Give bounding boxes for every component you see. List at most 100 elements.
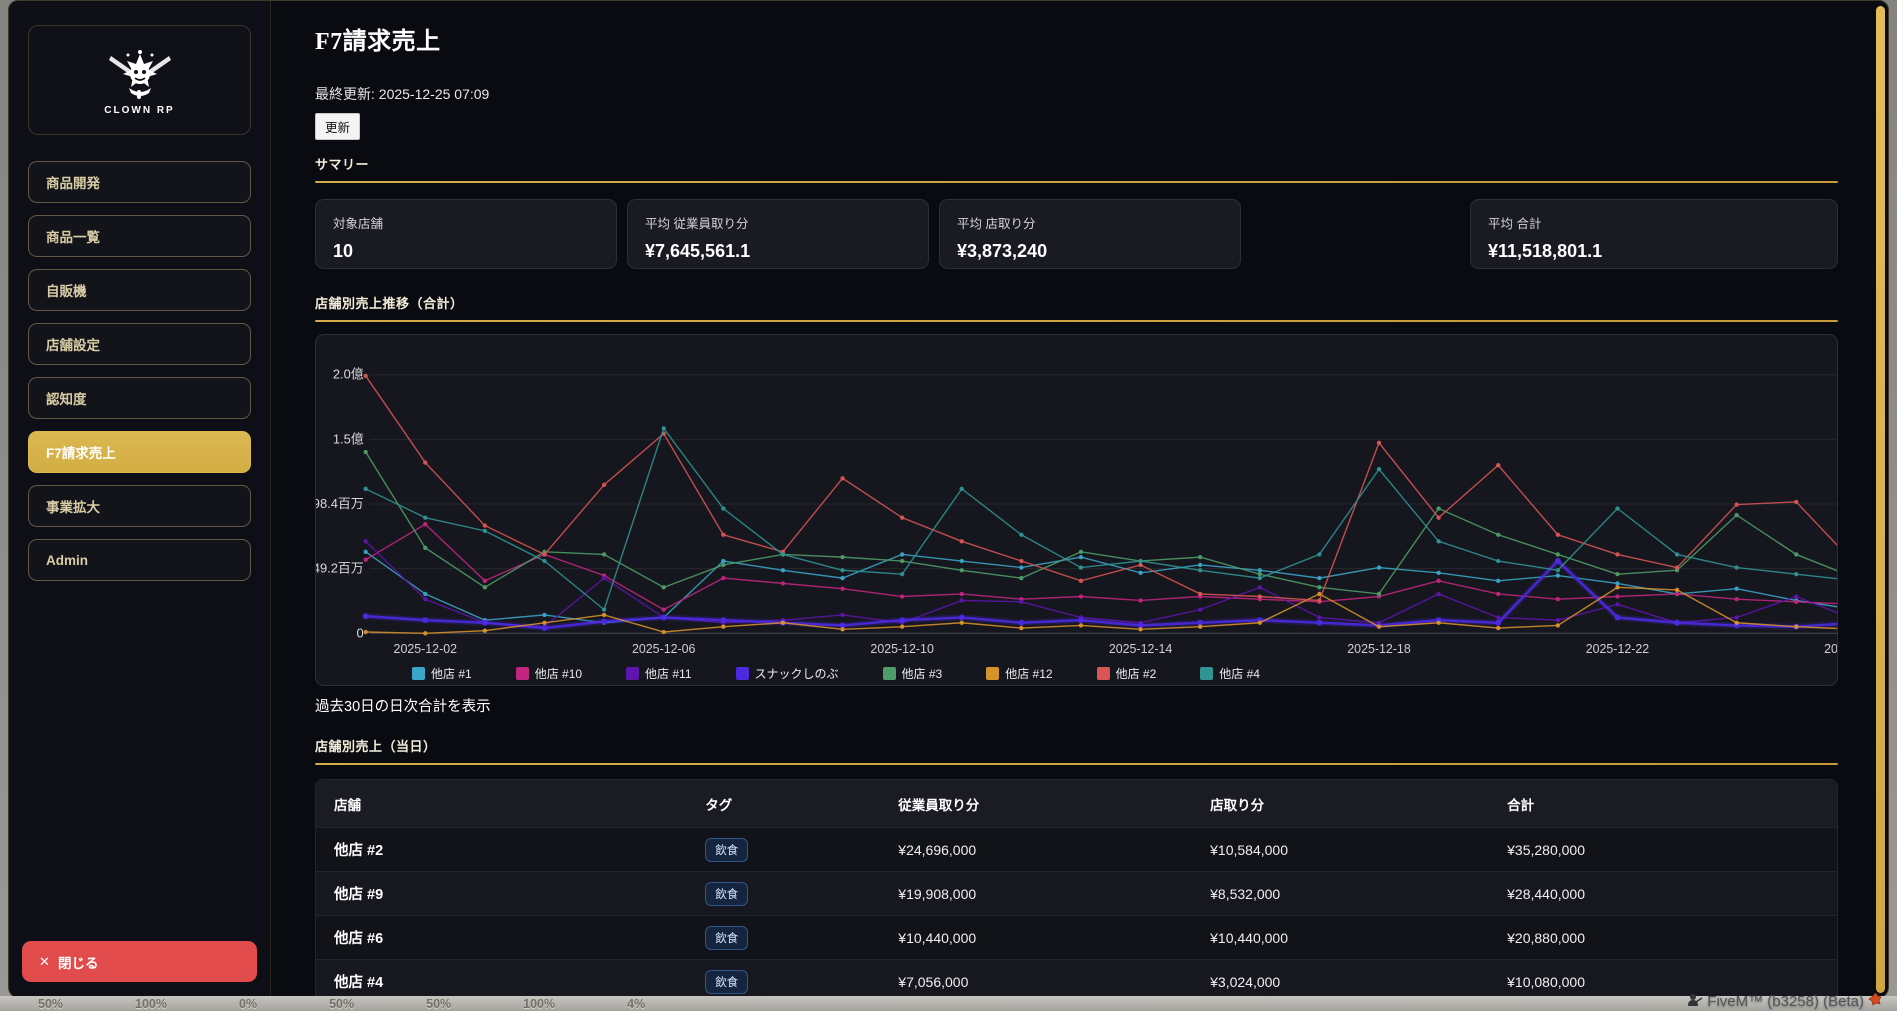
svg-text:98.4百万: 98.4百万 (316, 496, 364, 511)
hud-percent-label: 50% (426, 997, 451, 1011)
employee-share: ¥19,908,000 (898, 886, 1210, 902)
legend-item[interactable]: 他店 #3 (883, 665, 943, 682)
chart-divider (315, 320, 1838, 322)
legend-item[interactable]: 他店 #12 (986, 665, 1052, 682)
sidebar-nav-item[interactable]: Admin (28, 539, 251, 581)
business-panel: CLOWN RP 商品開発 商品一覧 自販機 店舗設定 (8, 0, 1889, 999)
summary-divider (315, 181, 1838, 183)
legend-item[interactable]: スナックしのぶ (736, 665, 839, 682)
summary-section: サマリー 対象店舗 10 平均 従業員取り分 ¥7,645,561.1 平 (315, 154, 1838, 269)
table-body: 他店 #2 飲食 ¥24,696,000 ¥10,584,000 ¥35,280… (316, 827, 1837, 998)
legend-item[interactable]: 他店 #1 (412, 665, 472, 682)
watermark-text: FiveM™ (b3258) (Beta) (1707, 993, 1864, 1010)
tag-badge: 飲食 (705, 926, 748, 950)
sidebar-nav-label: 店舗設定 (46, 334, 100, 354)
chart-section: 店舗別売上推移（合計） 049.2百万98.4百万1.5億2.0億2025-12… (315, 293, 1838, 716)
svg-text:2.0億: 2.0億 (333, 367, 364, 382)
page-title: F7請求売上 (315, 21, 1838, 56)
svg-text:2025-12-02: 2025-12-02 (394, 642, 458, 656)
summary-card-label: 対象店舗 (333, 213, 599, 232)
legend-item[interactable]: 他店 #2 (1097, 665, 1157, 682)
svg-text:2025-12-06: 2025-12-06 (632, 642, 696, 656)
table-divider (315, 763, 1838, 765)
hud-percent-label: 4% (627, 997, 645, 1011)
sidebar-nav-item[interactable]: 商品一覧 (28, 215, 251, 257)
fivem-watermark: FiveM™ (b3258) (Beta) (1687, 992, 1883, 1011)
nav-menu: 商品開発 商品一覧 自販機 店舗設定 認知度 F7 (22, 161, 257, 581)
sidebar-nav-item[interactable]: 商品開発 (28, 161, 251, 203)
svg-text:2025-12-26: 2025-12-26 (1824, 642, 1837, 656)
store-name: 他店 #2 (334, 839, 705, 860)
summary-card-value: ¥7,645,561.1 (645, 241, 911, 262)
svg-text:2025-12-18: 2025-12-18 (1347, 642, 1411, 656)
scrollbar-thumb[interactable] (1876, 6, 1885, 993)
table-header-cell: 従業員取り分 (898, 794, 1210, 814)
legend-item[interactable]: 他店 #10 (516, 665, 582, 682)
svg-text:0: 0 (357, 625, 364, 640)
svg-text:49.2百万: 49.2百万 (316, 561, 364, 576)
legend-swatch-icon (986, 667, 999, 680)
sidebar-nav-label: Admin (46, 553, 88, 568)
close-button[interactable]: ✕ 閉じる (22, 941, 257, 982)
legend-label: 他店 #10 (535, 665, 582, 682)
store-name: 他店 #4 (334, 971, 705, 992)
legend-swatch-icon (736, 667, 749, 680)
summary-card-value: ¥3,873,240 (957, 241, 1223, 262)
tag-badge: 飲食 (705, 970, 748, 994)
table-row[interactable]: 他店 #6 飲食 ¥10,440,000 ¥10,440,000 ¥20,880… (316, 915, 1837, 959)
sidebar-nav-item[interactable]: 店舗設定 (28, 323, 251, 365)
legend-label: 他店 #11 (645, 665, 691, 682)
summary-card-label: 平均 従業員取り分 (645, 213, 911, 232)
summary-cards: 対象店舗 10 平均 従業員取り分 ¥7,645,561.1 平均 店取り分 ¥… (315, 199, 1838, 269)
table-header-cell: タグ (705, 794, 898, 814)
hud-percent-label: 100% (523, 997, 555, 1011)
table-section-title: 店舗別売上（当日） (315, 736, 1838, 755)
sidebar-nav-label: 自販機 (46, 280, 87, 300)
legend-swatch-icon (883, 667, 896, 680)
hud-percent-label: 100% (135, 997, 167, 1011)
legend-swatch-icon (1097, 667, 1110, 680)
legend-swatch-icon (412, 667, 425, 680)
total-amount: ¥35,280,000 (1507, 842, 1819, 858)
summary-card-value: 10 (333, 241, 599, 262)
sidebar-nav-item[interactable]: 自販機 (28, 269, 251, 311)
game-hud-strip: 50% 100% 0% 50% 50% 100% 4% (0, 996, 1897, 1011)
table-row[interactable]: 他店 #9 飲食 ¥19,908,000 ¥8,532,000 ¥28,440,… (316, 871, 1837, 915)
sidebar-nav-label: 商品開発 (46, 172, 100, 192)
hud-percent-label: 50% (329, 997, 354, 1011)
sidebar-nav-item[interactable]: 認知度 (28, 377, 251, 419)
legend-label: スナックしのぶ (755, 665, 839, 682)
sales-trend-chart[interactable]: 049.2百万98.4百万1.5億2.0億2025-12-022025-12-0… (315, 334, 1838, 686)
close-label: 閉じる (58, 952, 99, 972)
last-updated-text: 最終更新: 2025-12-25 07:09 (315, 84, 1838, 104)
employee-share: ¥7,056,000 (898, 974, 1210, 990)
summary-card-label: 平均 合計 (1488, 213, 1820, 232)
legend-swatch-icon (1200, 667, 1213, 680)
autumn-leaf-icon (1868, 992, 1883, 1011)
hud-percent-label: 0% (239, 997, 257, 1011)
hud-percent-label: 50% (38, 997, 63, 1011)
legend-item[interactable]: 他店 #4 (1200, 665, 1260, 682)
sidebar-nav-label: 認知度 (46, 388, 87, 408)
sidebar: CLOWN RP 商品開発 商品一覧 自販機 店舗設定 (9, 1, 271, 998)
sidebar-nav-label: F7請求売上 (46, 442, 116, 462)
sidebar-nav-item[interactable]: 事業拡大 (28, 485, 251, 527)
sidebar-nav-item[interactable]: F7請求売上 (28, 431, 251, 473)
total-amount: ¥10,080,000 (1507, 974, 1819, 990)
sales-chart-svg: 049.2百万98.4百万1.5億2.0億2025-12-022025-12-0… (316, 335, 1837, 685)
summary-card: 対象店舗 10 (315, 199, 617, 269)
refresh-button[interactable]: 更新 (315, 113, 360, 140)
summary-card: 平均 従業員取り分 ¥7,645,561.1 (627, 199, 929, 269)
legend-label: 他店 #2 (1116, 665, 1157, 682)
player-icon (1687, 993, 1703, 1010)
clown-logo-icon (101, 44, 179, 111)
legend-label: 他店 #1 (431, 665, 472, 682)
legend-item[interactable]: 他店 #11 (626, 665, 691, 682)
logo-text: CLOWN RP (104, 105, 174, 116)
table-row[interactable]: 他店 #4 飲食 ¥7,056,000 ¥3,024,000 ¥10,080,0… (316, 959, 1837, 998)
chart-section-title: 店舗別売上推移（合計） (315, 293, 1838, 312)
table-row[interactable]: 他店 #2 飲食 ¥24,696,000 ¥10,584,000 ¥35,280… (316, 827, 1837, 871)
legend-label: 他店 #3 (902, 665, 943, 682)
store-name: 他店 #6 (334, 927, 705, 948)
employee-share: ¥10,440,000 (898, 930, 1210, 946)
